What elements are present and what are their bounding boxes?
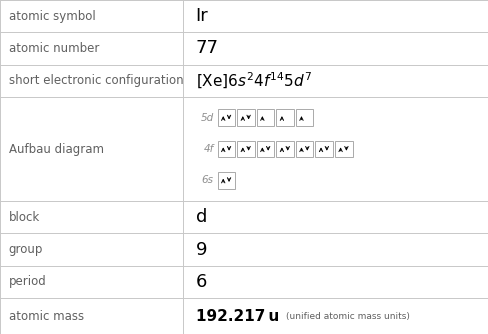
Text: $[\mathrm{Xe}]6s^{2}4f^{14}5d^{7}$: $[\mathrm{Xe}]6s^{2}4f^{14}5d^{7}$ xyxy=(195,71,311,91)
Text: (unified atomic mass units): (unified atomic mass units) xyxy=(285,312,409,321)
Text: 6s: 6s xyxy=(201,175,213,185)
Text: d: d xyxy=(195,208,206,226)
Text: group: group xyxy=(9,243,43,256)
Bar xyxy=(237,110,254,126)
Text: block: block xyxy=(9,211,40,224)
Bar xyxy=(237,141,254,157)
Bar xyxy=(256,110,274,126)
Text: period: period xyxy=(9,276,46,289)
Text: atomic mass: atomic mass xyxy=(9,310,84,323)
Text: Aufbau diagram: Aufbau diagram xyxy=(9,143,103,156)
Text: short electronic configuration: short electronic configuration xyxy=(9,74,183,87)
Bar xyxy=(315,141,332,157)
Bar xyxy=(217,172,235,189)
Bar xyxy=(334,141,352,157)
Bar xyxy=(217,141,235,157)
Text: 192.217 u: 192.217 u xyxy=(195,309,278,324)
Text: 77: 77 xyxy=(195,39,218,57)
Bar xyxy=(295,110,313,126)
Bar xyxy=(276,141,293,157)
Text: atomic number: atomic number xyxy=(9,42,99,55)
Text: 4f: 4f xyxy=(203,144,213,154)
Bar xyxy=(217,110,235,126)
Text: 5d: 5d xyxy=(200,113,213,123)
Text: 9: 9 xyxy=(195,240,207,259)
Text: Ir: Ir xyxy=(195,7,208,25)
Bar xyxy=(295,141,313,157)
Bar xyxy=(276,110,293,126)
Text: 6: 6 xyxy=(195,273,206,291)
Text: atomic symbol: atomic symbol xyxy=(9,10,95,23)
Bar xyxy=(256,141,274,157)
